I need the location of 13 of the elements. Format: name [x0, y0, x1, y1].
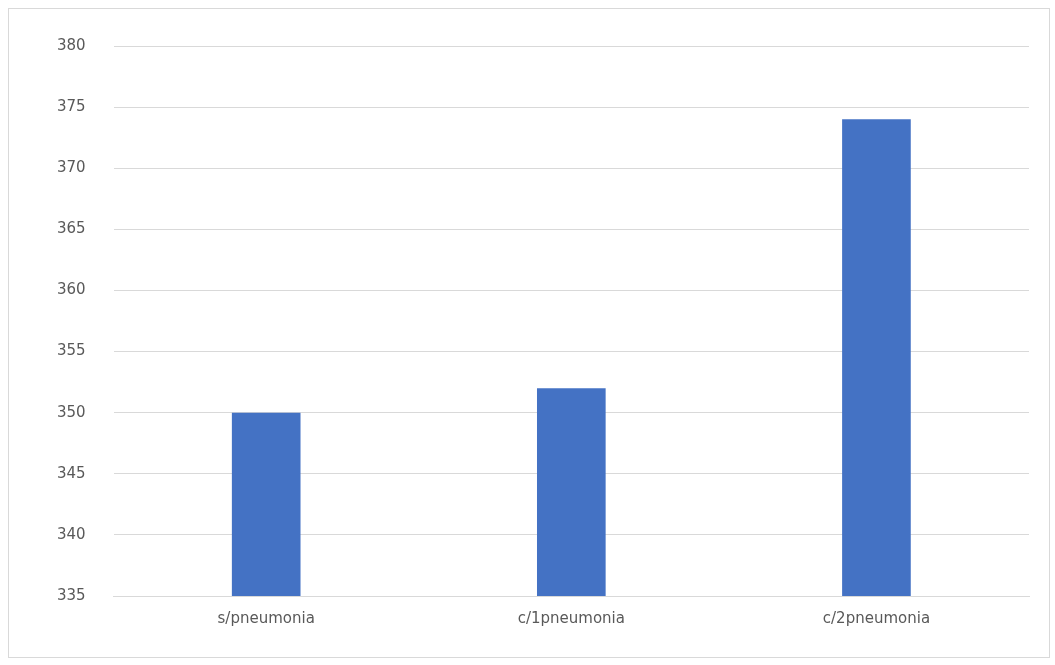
y-tick-label: 360 — [56, 280, 86, 299]
y-tick-label: 355 — [56, 341, 86, 360]
y-tick-label: 345 — [56, 463, 86, 482]
x-tick-label: c/2pneumonia — [822, 608, 931, 627]
y-tick-label: 335 — [56, 585, 86, 604]
y-tick-label: 365 — [56, 219, 86, 238]
y-tick-label: 375 — [56, 97, 86, 115]
y-tick-label: 380 — [56, 35, 86, 54]
y-tick-label: 340 — [56, 524, 86, 543]
y-tick-label: 350 — [56, 402, 86, 421]
x-tick-label: s/pneumonia — [217, 608, 315, 627]
y-tick-label: 370 — [56, 158, 86, 177]
x-tick-label: c/1pneumonia — [517, 608, 625, 627]
